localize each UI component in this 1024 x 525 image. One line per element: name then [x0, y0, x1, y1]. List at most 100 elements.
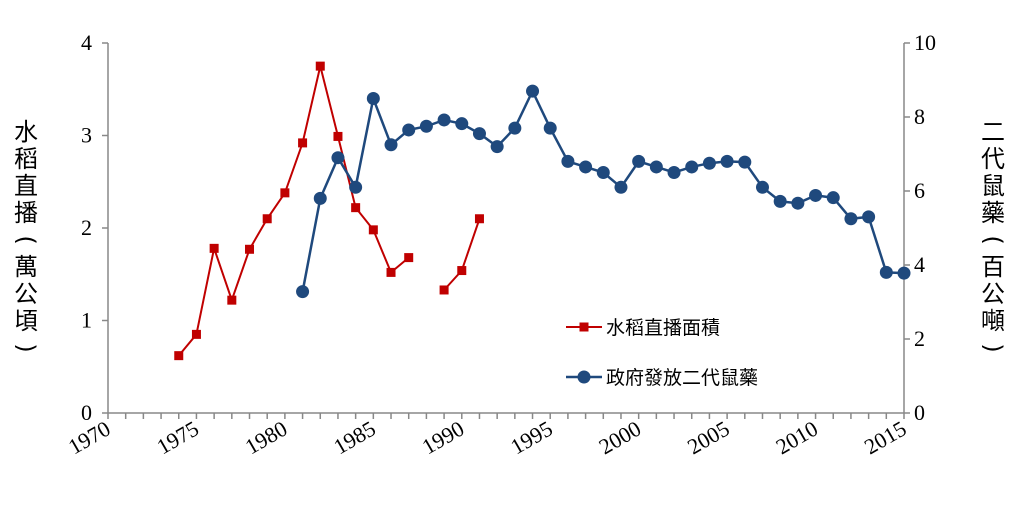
series-1: [174, 61, 484, 361]
data-point: [457, 266, 467, 276]
data-point: [386, 267, 396, 277]
data-point: [596, 166, 610, 179]
labels: 0 1 2 3 4 0 2 4 6 8 10 1970 1975 1980 1985 1990 1995 2000…: [12, 30, 1007, 459]
legend-label: 水稻直播面積: [606, 317, 720, 339]
y-left-tick-label: 2: [81, 215, 92, 240]
data-point: [472, 127, 486, 141]
data-point: [879, 265, 893, 279]
data-point: [174, 351, 184, 361]
data-point: [384, 138, 398, 152]
axis-title-glyph: ): [979, 343, 1007, 352]
x-tick-label: 2005: [683, 416, 734, 460]
legend-marker: [579, 322, 589, 332]
data-point: [315, 61, 325, 71]
x-tick-label: 1980: [241, 416, 292, 460]
y-left-tick-label: 0: [81, 400, 92, 425]
data-point: [404, 253, 414, 263]
data-point: [368, 225, 378, 235]
data-point: [474, 214, 484, 224]
axis-title-glyph: 水: [14, 118, 38, 146]
legend-marker: [577, 370, 591, 384]
data-point: [526, 84, 540, 98]
data-point: [366, 92, 380, 105]
data-point: [191, 329, 201, 339]
data-point: [331, 151, 345, 165]
data-point: [402, 123, 416, 137]
x-tick-label: 2010: [771, 416, 822, 460]
axis-title-glyph: 藥: [981, 199, 1005, 227]
x-tick-label: 2000: [595, 416, 646, 460]
axis-title-glyph: 二: [981, 118, 1005, 146]
data-point: [702, 156, 716, 170]
data-point: [720, 154, 734, 168]
data-point: [862, 210, 876, 224]
axis-title-glyph: (: [979, 235, 1007, 244]
data-point: [809, 188, 823, 202]
x-tick-label: 1985: [329, 416, 380, 460]
data-point: [614, 180, 628, 194]
series-2: [296, 84, 911, 299]
axis-title-glyph: 公: [981, 280, 1005, 308]
data-point: [667, 166, 681, 179]
y-right-tick-label: 6: [914, 178, 925, 203]
axis-title-glyph: 直: [14, 172, 38, 200]
axis-title-glyph: 鼠: [981, 172, 1005, 200]
data-point: [280, 188, 290, 198]
y-right-axis-title: 二代鼠藥 (百公噸): [979, 118, 1007, 353]
legend-item: 政府發放二代鼠藥: [566, 367, 758, 389]
data-point: [844, 212, 858, 226]
y-left-tick-label: 1: [81, 308, 92, 333]
x-tick-label: 1995: [506, 416, 557, 460]
data-point: [227, 295, 237, 305]
y-left-tick-label: 4: [81, 30, 92, 55]
data-point: [561, 154, 575, 168]
axis-title-glyph: 頃: [14, 307, 38, 335]
data-point: [826, 191, 840, 205]
series-line: [443, 218, 481, 291]
axis-title-glyph: ): [12, 343, 40, 352]
y-right-tick-label: 2: [914, 326, 925, 351]
axes: [102, 42, 910, 419]
data-point: [543, 121, 557, 135]
axis-title-glyph: 稻: [14, 145, 38, 173]
data-point: [773, 194, 787, 208]
data-point: [333, 131, 343, 141]
axis-title-glyph: 代: [981, 145, 1005, 173]
data-point: [419, 119, 433, 133]
data-point: [296, 285, 310, 299]
y-right-tick-label: 10: [914, 30, 936, 55]
data-point: [351, 203, 361, 213]
y-left-axis-title: 水稻直播 ( 萬公頃): [12, 118, 40, 353]
data-point: [298, 138, 308, 148]
axis-title-glyph: 播: [14, 199, 38, 227]
data-point: [245, 244, 255, 254]
data-point: [685, 160, 699, 174]
data-point: [209, 243, 219, 253]
data-point: [349, 180, 363, 194]
axis-title-glyph: 公: [14, 280, 38, 308]
y-left-tick-label: 3: [81, 123, 92, 148]
axis-title-glyph: 百: [981, 253, 1005, 281]
x-tick-label: 1970: [64, 416, 115, 460]
y-right-tick-label: 8: [914, 104, 925, 129]
data-point: [437, 113, 451, 127]
y-right-tick-label: 0: [914, 400, 925, 425]
legend-item: 水稻直播面積: [566, 317, 720, 339]
data-point: [791, 196, 805, 210]
y-right-tick-label: 4: [914, 252, 925, 277]
data-point: [313, 191, 327, 205]
series-line: [178, 65, 410, 357]
data-point: [579, 160, 593, 174]
x-tick-label: 2015: [860, 416, 911, 460]
axis-title-glyph: (: [12, 235, 40, 244]
series-layer: [174, 61, 911, 361]
data-point: [439, 285, 449, 295]
axis-title-glyph: 萬: [14, 253, 38, 281]
data-point: [738, 155, 752, 169]
legend-label: 政府發放二代鼠藥: [606, 367, 758, 389]
data-point: [262, 214, 272, 224]
data-point: [508, 121, 522, 135]
x-tick-label: 1975: [152, 416, 203, 460]
